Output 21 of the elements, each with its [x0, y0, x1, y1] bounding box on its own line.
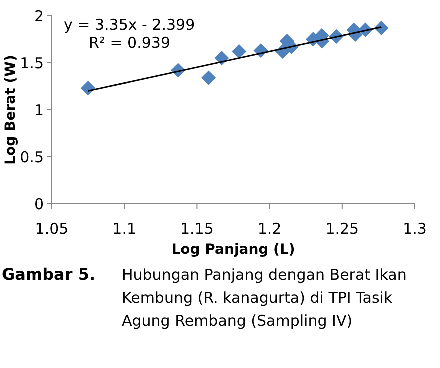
point: [80, 81, 96, 96]
point: [232, 44, 247, 60]
point: [201, 70, 216, 86]
x-tick-label: 1.2: [258, 220, 282, 238]
annotation: R² = 0.939: [89, 34, 170, 52]
x-tick-label: 1.25: [326, 220, 360, 238]
x-tick-label: 1.1: [112, 220, 137, 238]
y-tick-label: 2: [34, 7, 44, 26]
text: Gambar 5.: [2, 265, 96, 284]
x-tick-label: 1.3: [403, 220, 427, 238]
y-tick-label: 0.5: [20, 148, 44, 166]
x-tick-label: 1.05: [35, 220, 69, 238]
y-tick-label: 1: [34, 101, 44, 120]
point: [214, 50, 230, 66]
x-axis-title: Log Panjang (L): [172, 242, 296, 258]
y-axis-title: Log Berat (W): [3, 55, 19, 165]
annotation: y = 3.35x - 2.399: [64, 16, 196, 34]
y-tick-label: 0: [34, 195, 44, 214]
y-tick-label: 1.5: [20, 54, 44, 72]
x-tick-label: 1.15: [180, 220, 214, 238]
text: Hubungan Panjang dengan Berat Ikan Kembung (R. kanagurta) di TPI Tasik Agung Rembang (Sampling IV): [122, 266, 407, 330]
